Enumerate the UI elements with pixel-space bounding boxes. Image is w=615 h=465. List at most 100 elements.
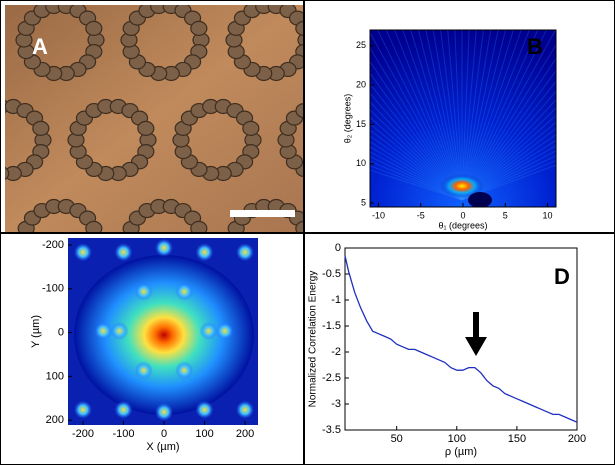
spot <box>175 282 194 301</box>
y-tick-label: 200 <box>46 414 64 426</box>
y-tick-label: -3.5 <box>322 424 341 436</box>
spot <box>74 400 92 419</box>
y-tick-label: -1 <box>331 294 341 306</box>
streak <box>402 30 463 201</box>
y-tick-label: 15 <box>356 119 366 129</box>
y-tick-label: 0 <box>58 327 64 339</box>
streak <box>370 60 463 201</box>
streak <box>461 159 556 201</box>
spot <box>114 243 133 262</box>
y-tick-label: 5 <box>361 197 366 207</box>
micrograph-background <box>5 5 303 232</box>
x-tick-label: -10 <box>372 210 385 220</box>
y-tick-label: 0 <box>335 242 341 254</box>
streak <box>370 169 463 201</box>
cell <box>242 120 260 136</box>
x-axis-label: X (µm) <box>146 441 179 453</box>
heatmap-b <box>370 30 556 207</box>
spot <box>215 322 234 340</box>
spot <box>175 361 194 380</box>
streak <box>370 141 463 201</box>
heatmap-center <box>74 255 254 415</box>
heatmap-dark <box>468 192 492 207</box>
y-tick-label: -3 <box>331 398 341 410</box>
x-tick-label: 0 <box>460 210 465 220</box>
streak <box>461 30 507 201</box>
streak <box>370 156 463 201</box>
cell <box>190 20 208 36</box>
spot <box>195 243 214 262</box>
y-axis-label: Normalized Correlation Energy <box>308 271 319 408</box>
x-axis-label: ρ (µm) <box>445 446 477 458</box>
y-tick-label: -200 <box>42 239 64 251</box>
x-tick-label: 50 <box>391 433 403 445</box>
x-axis-label: θ₁ (degrees) <box>438 220 487 230</box>
streak <box>370 72 463 201</box>
cell <box>85 220 103 232</box>
y-axis-label: Y (µm) <box>30 315 42 348</box>
panel-label: D <box>554 264 570 289</box>
heatmap-c <box>68 238 258 425</box>
cell <box>137 120 155 136</box>
cell <box>32 120 50 136</box>
streak <box>461 150 556 201</box>
cell <box>190 220 208 232</box>
spot <box>195 400 214 419</box>
streak <box>425 30 463 201</box>
spot <box>110 322 129 340</box>
streak <box>461 30 484 201</box>
streak <box>461 30 514 201</box>
spot <box>134 361 153 380</box>
x-tick-label: 10 <box>543 210 553 220</box>
cell <box>295 103 303 119</box>
streak <box>461 43 556 201</box>
heatmap-spots <box>74 238 254 421</box>
streak <box>370 83 463 201</box>
streak <box>461 107 556 201</box>
cell <box>85 20 103 36</box>
scale-bar <box>230 210 295 217</box>
streak <box>461 145 556 201</box>
cell <box>297 32 303 48</box>
x-tick-label: 150 <box>508 433 526 445</box>
streak <box>370 109 463 201</box>
streak <box>461 90 556 201</box>
streak <box>461 128 556 201</box>
streak <box>370 146 463 201</box>
x-tick-label: -100 <box>112 428 134 440</box>
heatmap-texture <box>370 30 556 201</box>
streak <box>432 30 463 201</box>
streak <box>461 30 499 201</box>
streak <box>461 134 556 201</box>
streak <box>461 139 556 201</box>
y-tick-label: -100 <box>42 283 64 295</box>
streak <box>447 30 463 201</box>
x-tick-label: 5 <box>503 210 508 220</box>
x-tick-label: 200 <box>236 428 254 440</box>
x-tick-label: 100 <box>448 433 466 445</box>
streak <box>370 101 463 201</box>
streak <box>370 165 463 201</box>
y-tick-label: -1.5 <box>322 320 341 332</box>
streak <box>461 155 556 201</box>
streak <box>385 30 463 201</box>
streak <box>461 80 556 201</box>
spot <box>94 322 113 340</box>
y-tick-label: 100 <box>46 370 64 382</box>
micrograph <box>5 5 303 232</box>
y-axis-label: θ₂ (degrees) <box>342 94 352 144</box>
y-tick-label: -2.5 <box>322 372 341 384</box>
arrow <box>465 312 487 356</box>
streak <box>461 57 556 201</box>
data-line <box>344 255 578 423</box>
cell <box>295 220 303 232</box>
streak <box>454 30 463 201</box>
y-tick-label: -2 <box>331 346 341 358</box>
streak <box>461 30 530 201</box>
streak <box>377 30 463 201</box>
y-tick-label: 10 <box>356 158 366 168</box>
streak <box>370 92 463 201</box>
spot <box>74 243 92 262</box>
streak <box>461 30 522 201</box>
